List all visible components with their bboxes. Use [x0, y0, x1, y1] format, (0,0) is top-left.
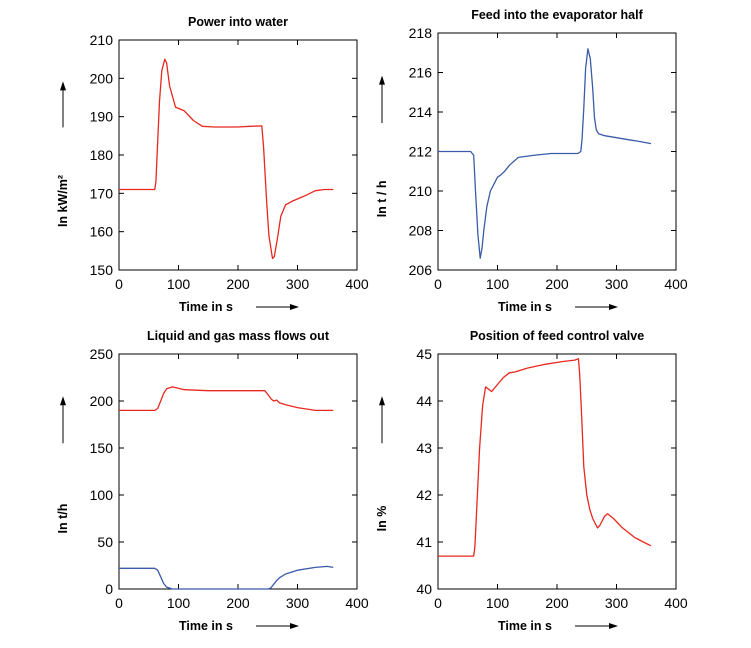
- y-tick-label: 50: [97, 534, 113, 550]
- y-tick-label: 44: [416, 393, 432, 409]
- x-axis-label: Time in s: [179, 619, 233, 633]
- y-tick-label: 170: [90, 185, 114, 201]
- plot-frame: [437, 32, 677, 271]
- chart-panel-mass-flows: Liquid and gas mass flows out 0 50 100 150 20…: [56, 329, 369, 633]
- y-tick-label: 42: [416, 487, 432, 503]
- y-tick-label: 43: [416, 440, 432, 456]
- x-tick-label: 100: [167, 595, 191, 611]
- chart-title: Position of feed control valve: [470, 329, 644, 343]
- chart-panel-feed: Feed into the evaporator half 206 208 210 21…: [375, 8, 688, 314]
- x-axis-label: Time in s: [498, 300, 552, 314]
- x-tick-label: 300: [605, 595, 629, 611]
- y-tick-label: 41: [416, 534, 432, 550]
- y-axis-arrow-head: [60, 396, 66, 406]
- x-tick-label: 200: [545, 595, 569, 611]
- x-tick-label: 300: [286, 595, 310, 611]
- series-line-2: [119, 565, 334, 590]
- x-tick-label: 400: [664, 595, 688, 611]
- chart-panel-power: Power into water 150 160 170 180 190 200 210 0 10…: [56, 15, 369, 314]
- series-line-1: [119, 386, 334, 412]
- x-tick-label: 0: [115, 276, 123, 292]
- y-axis-arrow-head: [60, 81, 66, 91]
- y-tick-label: 214: [409, 104, 433, 120]
- chart-panel-valve: Position of feed control valve 40 41 42 43 44…: [375, 329, 688, 633]
- x-tick-label: 300: [286, 276, 310, 292]
- chart-title: Power into water: [188, 15, 288, 29]
- y-tick-label: 0: [105, 581, 113, 597]
- series-line-1: [438, 48, 652, 259]
- chart-title: Liquid and gas mass flows out: [147, 329, 330, 343]
- x-tick-label: 0: [434, 276, 442, 292]
- x-tick-label: 400: [345, 276, 369, 292]
- y-tick-label: 160: [90, 224, 114, 240]
- x-tick-label: 100: [167, 276, 191, 292]
- y-tick-label: 210: [90, 32, 114, 48]
- y-tick-label: 210: [409, 183, 433, 199]
- x-tick-label: 200: [545, 276, 569, 292]
- y-tick-label: 150: [90, 440, 114, 456]
- y-tick-label: 250: [90, 346, 114, 362]
- chart-title: Feed into the evaporator half: [471, 8, 643, 22]
- y-axis-arrow-head: [379, 396, 385, 406]
- y-axis-arrow-head: [379, 75, 385, 85]
- y-tick-label: 40: [416, 581, 432, 597]
- x-tick-label: 0: [434, 595, 442, 611]
- y-axis-label: In kW/m²: [56, 175, 70, 227]
- y-tick-label: 212: [409, 144, 433, 160]
- x-tick-label: 100: [486, 595, 510, 611]
- y-tick-label: 190: [90, 109, 114, 125]
- x-axis-arrow-head: [609, 623, 618, 629]
- plot-frame: [118, 39, 358, 271]
- x-tick-label: 400: [664, 276, 688, 292]
- y-tick-label: 206: [409, 262, 433, 278]
- x-axis-arrow-head: [290, 623, 299, 629]
- x-tick-label: 100: [486, 276, 510, 292]
- series-line-1: [119, 58, 334, 260]
- x-axis-label: Time in s: [179, 300, 233, 314]
- y-axis-label: In %: [375, 506, 389, 532]
- x-axis-arrow-head: [609, 304, 618, 310]
- y-tick-label: 45: [416, 346, 432, 362]
- plot-frame: [118, 353, 358, 590]
- x-tick-label: 200: [226, 595, 250, 611]
- y-tick-label: 208: [409, 223, 433, 239]
- x-tick-label: 0: [115, 595, 123, 611]
- y-tick-label: 200: [90, 393, 114, 409]
- x-tick-label: 400: [345, 595, 369, 611]
- x-axis-label: Time in s: [498, 619, 552, 633]
- y-axis-label: In t / h: [375, 180, 389, 217]
- y-tick-label: 216: [409, 65, 433, 81]
- x-tick-label: 200: [226, 276, 250, 292]
- y-axis-label: In t/h: [56, 504, 70, 534]
- y-tick-label: 150: [90, 262, 114, 278]
- x-axis-arrow-head: [290, 304, 299, 310]
- y-tick-label: 218: [409, 25, 433, 41]
- series-line-1: [438, 358, 652, 557]
- y-tick-label: 180: [90, 147, 114, 163]
- y-tick-label: 200: [90, 70, 114, 86]
- y-tick-label: 100: [90, 487, 114, 503]
- x-tick-label: 300: [605, 276, 629, 292]
